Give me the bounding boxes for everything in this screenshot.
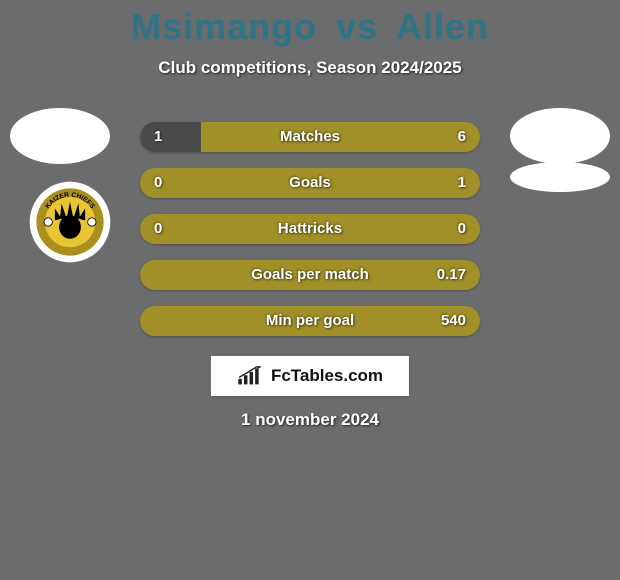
stat-value-right: 0.17 (437, 260, 466, 290)
page-title: Msimango vs Allen (0, 0, 620, 48)
stat-label: Matches (140, 122, 480, 152)
comparison-infographic: Msimango vs Allen Club competitions, Sea… (0, 0, 620, 580)
player1-avatar-placeholder (10, 108, 110, 164)
stat-label: Min per goal (140, 306, 480, 336)
date-text: 1 november 2024 (0, 410, 620, 430)
stat-label: Hattricks (140, 214, 480, 244)
stat-value-right: 6 (458, 122, 466, 152)
title-player2: Allen (396, 6, 489, 47)
kaizer-chiefs-icon: KAIZER CHIEFS (28, 180, 112, 264)
stat-row: 0Goals1 (140, 168, 480, 198)
subtitle: Club competitions, Season 2024/2025 (0, 58, 620, 78)
title-vs: vs (336, 6, 378, 47)
bar-chart-icon (237, 366, 265, 386)
brand-badge: FcTables.com (211, 356, 409, 396)
stat-value-right: 540 (441, 306, 466, 336)
stat-label: Goals (140, 168, 480, 198)
title-player1: Msimango (131, 6, 317, 47)
player2-avatar-placeholder (510, 108, 610, 164)
stat-value-right: 0 (458, 214, 466, 244)
stat-label: Goals per match (140, 260, 480, 290)
stat-row: 1Matches6 (140, 122, 480, 152)
stat-value-right: 1 (458, 168, 466, 198)
player1-club-badge: KAIZER CHIEFS (28, 180, 112, 264)
player2-club-badge-placeholder (510, 162, 610, 192)
stat-row: 0Hattricks0 (140, 214, 480, 244)
comparison-bars: 1Matches60Goals10Hattricks0Goals per mat… (140, 122, 480, 352)
stat-row: Min per goal540 (140, 306, 480, 336)
brand-text: FcTables.com (271, 366, 383, 386)
stat-row: Goals per match0.17 (140, 260, 480, 290)
